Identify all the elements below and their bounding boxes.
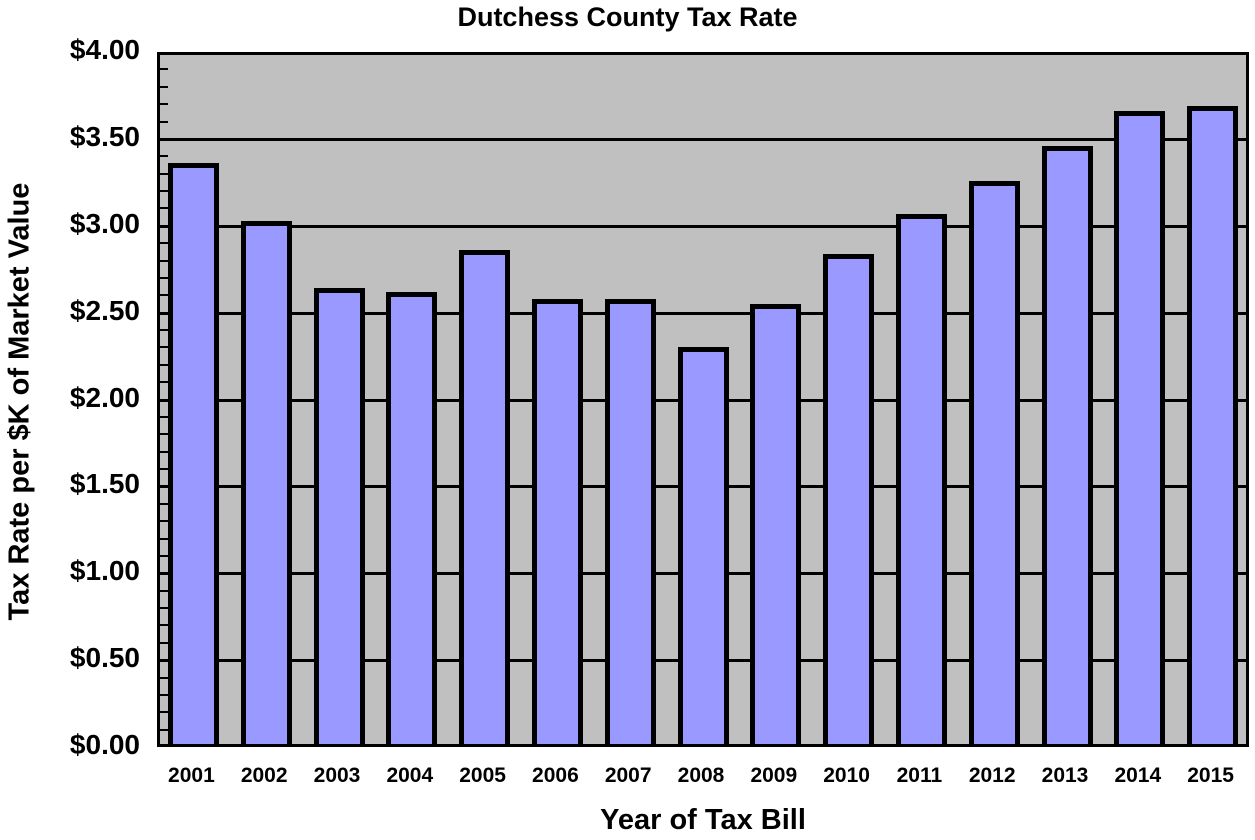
minor-tick — [160, 659, 168, 662]
bar-2007 — [604, 298, 656, 744]
minor-tick — [160, 641, 168, 644]
x-tick-label: 2002 — [240, 764, 288, 787]
minor-tick — [160, 520, 168, 523]
bar-2003 — [313, 288, 365, 744]
x-tick-label: 2006 — [532, 764, 579, 787]
minor-tick — [160, 398, 168, 401]
minor-tick — [160, 137, 168, 140]
bar-2006 — [531, 298, 583, 744]
y-tick-label: $3.50 — [69, 120, 140, 152]
x-tick-label: 2012 — [968, 764, 1016, 787]
bar-2011 — [895, 213, 947, 744]
bar-2014 — [1114, 111, 1166, 744]
minor-tick — [160, 607, 168, 609]
plot-area — [157, 52, 1249, 747]
minor-tick — [160, 329, 168, 331]
gridline — [160, 311, 1246, 315]
minor-tick — [160, 363, 168, 366]
x-tick-label: 2007 — [604, 764, 652, 787]
bar-2005 — [459, 250, 511, 744]
minor-tick — [160, 103, 168, 106]
x-tick-label: 2010 — [823, 764, 870, 787]
minor-tick — [160, 450, 168, 453]
minor-tick — [160, 537, 168, 540]
minor-tick — [160, 693, 168, 696]
minor-tick — [160, 676, 168, 679]
minor-tick — [160, 433, 168, 436]
minor-tick — [160, 554, 168, 557]
x-tick-label: 2001 — [168, 764, 215, 787]
minor-tick — [160, 502, 168, 505]
y-tick-label: $1.50 — [69, 468, 140, 500]
minor-tick — [160, 68, 168, 71]
x-tick-label: 2003 — [313, 764, 361, 787]
x-tick-label: 2004 — [386, 764, 434, 787]
minor-tick — [160, 589, 168, 592]
minor-tick — [160, 381, 168, 384]
x-tick-label: 2009 — [750, 764, 798, 787]
minor-tick — [160, 415, 168, 418]
bar-2002 — [240, 220, 292, 744]
minor-tick — [160, 294, 168, 297]
minor-tick — [160, 85, 168, 88]
bar-2004 — [386, 291, 438, 744]
x-tick-label: 2008 — [677, 764, 725, 787]
minor-tick — [160, 172, 168, 175]
minor-tick — [160, 259, 168, 262]
minor-tick — [160, 120, 168, 123]
minor-tick — [160, 276, 168, 279]
y-tick-label: $0.00 — [69, 729, 140, 760]
y-tick-label: $3.00 — [69, 207, 140, 239]
x-tick-label: 2005 — [459, 764, 506, 787]
minor-tick — [160, 485, 168, 488]
bar-2009 — [750, 303, 802, 744]
x-tick-label: 2013 — [1041, 764, 1089, 787]
chart-title: Dutchess County Tax Rate — [457, 2, 798, 32]
y-tick-label: $0.50 — [69, 642, 140, 674]
y-tick-label: $2.00 — [69, 381, 140, 413]
bar-2008 — [677, 347, 729, 744]
y-tick-label: $2.50 — [69, 294, 140, 326]
minor-tick — [160, 624, 168, 627]
minor-tick — [160, 572, 168, 575]
minor-tick — [160, 311, 168, 314]
minor-tick — [160, 711, 168, 714]
minor-tick — [160, 242, 168, 245]
bar-2001 — [167, 163, 219, 744]
gridline — [160, 224, 1246, 228]
minor-tick — [160, 207, 168, 210]
x-tick-label: 2015 — [1187, 764, 1234, 787]
minor-tick — [160, 224, 168, 227]
y-tick-label: $4.00 — [69, 34, 140, 65]
minor-tick — [160, 728, 168, 731]
minor-tick — [160, 190, 168, 192]
bar-2012 — [968, 180, 1020, 744]
bar-2015 — [1187, 105, 1239, 744]
minor-tick — [160, 155, 168, 158]
y-tick-label: $1.00 — [69, 555, 140, 587]
minor-tick — [160, 346, 168, 349]
x-tick-label: 2014 — [1114, 764, 1162, 787]
x-tick-label: 2011 — [896, 764, 943, 787]
minor-tick — [160, 468, 168, 470]
bar-2013 — [1041, 145, 1093, 744]
y-axis-title: Tax Rate per $K of Market Value — [3, 182, 36, 621]
bar-2010 — [823, 253, 875, 744]
x-axis-title: Year of Tax Bill — [600, 804, 806, 836]
gridline — [160, 137, 1246, 141]
